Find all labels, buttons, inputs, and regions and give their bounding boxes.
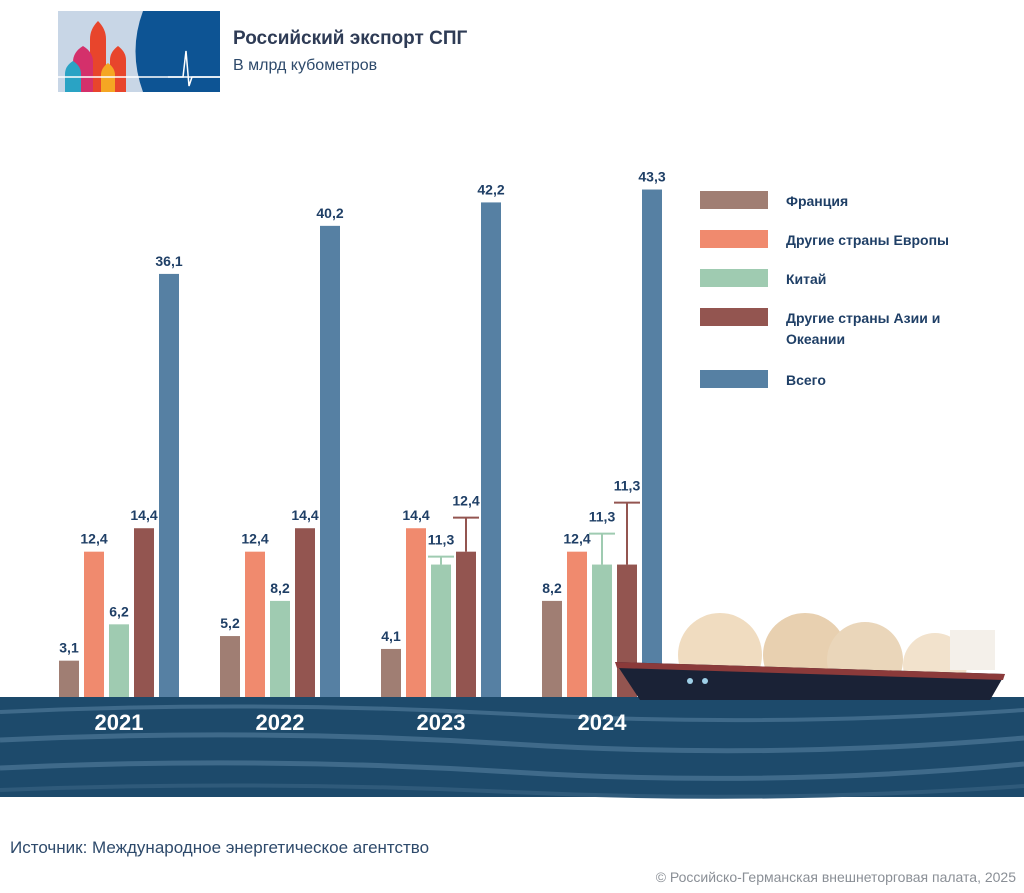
legend-label: Всего: [786, 372, 826, 388]
legend-swatch: [700, 269, 768, 287]
copyright: © Российско-Германская внешнеторговая па…: [655, 869, 1016, 885]
data-label: 11,3: [589, 509, 616, 525]
data-label: 43,3: [638, 169, 665, 185]
legend-label: Франция: [786, 193, 849, 209]
legend-item: Франция: [700, 191, 976, 212]
legend-label: Другие страны Европы: [786, 232, 949, 248]
bar: [542, 600, 562, 697]
data-label: 12,4: [563, 531, 590, 547]
legend-item: Всего: [700, 370, 976, 391]
bar: [456, 551, 476, 697]
lng-tanker-illustration: [615, 613, 1005, 700]
legend-item: Другие страны Азии и Океании: [700, 308, 976, 350]
bar: [567, 551, 587, 697]
bar: [381, 648, 401, 697]
data-label: 3,1: [59, 640, 79, 656]
bar: [320, 225, 340, 697]
data-label: 6,2: [109, 603, 129, 619]
bar: [642, 189, 662, 698]
chart-title: Российский экспорт СПГ: [233, 28, 468, 49]
legend-swatch: [700, 308, 768, 326]
bar: [592, 564, 612, 697]
legend-label: Другие страны Азии и Океании: [786, 310, 941, 347]
legend-item: Другие страны Европы: [700, 230, 976, 251]
source-note: Источник: Международное энергетическое а…: [10, 838, 430, 857]
data-label: 14,4: [402, 507, 429, 523]
x-tick-label: 2024: [578, 710, 628, 735]
legend-swatch: [700, 230, 768, 248]
data-label: 42,2: [477, 181, 504, 197]
bar: [109, 624, 129, 697]
data-label: 11,3: [614, 478, 641, 494]
legend-label: Китай: [786, 271, 827, 287]
data-label: 40,2: [316, 205, 343, 221]
data-label: 8,2: [542, 580, 562, 596]
bar: [134, 528, 154, 697]
logo-moscow-cathedral: [58, 11, 220, 92]
bar: [270, 600, 290, 697]
legend-item: Китай: [700, 269, 976, 290]
data-label: 8,2: [270, 580, 290, 596]
bar: [431, 564, 451, 697]
data-label: 12,4: [80, 531, 107, 547]
data-label: 36,1: [155, 253, 182, 269]
data-label: 5,2: [220, 615, 240, 631]
legend-swatch: [700, 191, 768, 209]
x-tick-label: 2022: [256, 710, 305, 735]
bar: [481, 202, 501, 697]
x-tick-label: 2021: [95, 710, 144, 735]
data-label: 12,4: [241, 531, 268, 547]
data-label: 12,4: [452, 493, 479, 509]
data-label: 4,1: [381, 628, 401, 644]
bar: [84, 551, 104, 697]
x-tick-label: 2023: [417, 710, 466, 735]
bar: [406, 528, 426, 697]
bar: [59, 660, 79, 697]
data-label: 14,4: [130, 507, 157, 523]
bar: [295, 528, 315, 697]
chart-subtitle: В млрд кубометров: [233, 57, 378, 74]
bar: [220, 636, 240, 697]
data-label: 14,4: [291, 507, 318, 523]
data-label: 11,3: [428, 532, 455, 548]
water-background: [0, 697, 1024, 799]
bar: [159, 273, 179, 697]
legend-swatch: [700, 370, 768, 388]
bar: [245, 551, 265, 697]
